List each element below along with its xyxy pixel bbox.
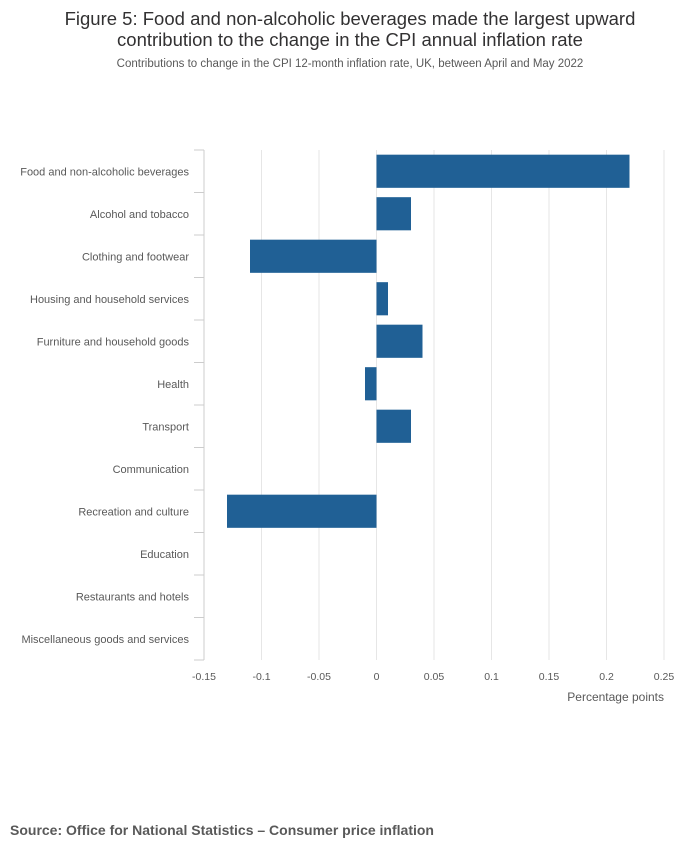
x-tick-label-1: -0.1 xyxy=(252,671,270,683)
x-tick-label-2: -0.05 xyxy=(307,671,331,683)
category-label-5: Health xyxy=(157,379,189,391)
bar-6 xyxy=(376,409,411,443)
x-tick-label-5: 0.1 xyxy=(484,671,499,683)
category-label-1: Alcohol and tobacco xyxy=(90,209,189,221)
x-tick-label-6: 0.15 xyxy=(539,671,560,683)
chart-title-line-2: contribution to the change in the CPI an… xyxy=(117,29,583,50)
x-tick-label-0: -0.15 xyxy=(192,671,216,683)
source-note: Source: Office for National Statistics –… xyxy=(10,822,434,838)
bar-0 xyxy=(376,154,630,188)
category-label-2: Clothing and footwear xyxy=(82,251,189,263)
chart-title-line-1: Figure 5: Food and non-alcoholic beverag… xyxy=(64,8,636,29)
x-tick-label-7: 0.2 xyxy=(599,671,614,683)
bar-3 xyxy=(376,282,388,316)
x-tick-label-8: 0.25 xyxy=(654,671,675,683)
category-label-10: Restaurants and hotels xyxy=(76,591,190,603)
x-axis-title: Percentage points xyxy=(567,690,664,704)
category-label-0: Food and non-alcoholic beverages xyxy=(20,166,189,178)
chart-title: Figure 5: Food and non-alcoholic beverag… xyxy=(0,8,700,50)
x-tick-label-4: 0.05 xyxy=(424,671,445,683)
category-label-9: Education xyxy=(140,549,189,561)
bar-2 xyxy=(250,239,377,273)
bar-5 xyxy=(365,367,377,401)
category-label-4: Furniture and household goods xyxy=(37,336,190,348)
bar-4 xyxy=(376,324,423,358)
bar-8 xyxy=(227,494,377,528)
chart-subtitle: Contributions to change in the CPI 12-mo… xyxy=(116,58,584,70)
bar-1 xyxy=(376,197,411,231)
category-label-7: Communication xyxy=(113,464,189,476)
x-tick-label-3: 0 xyxy=(374,671,380,683)
category-label-11: Miscellaneous goods and services xyxy=(21,634,189,646)
category-label-6: Transport xyxy=(142,421,189,433)
category-label-8: Recreation and culture xyxy=(78,506,189,518)
category-label-3: Housing and household services xyxy=(30,294,189,306)
